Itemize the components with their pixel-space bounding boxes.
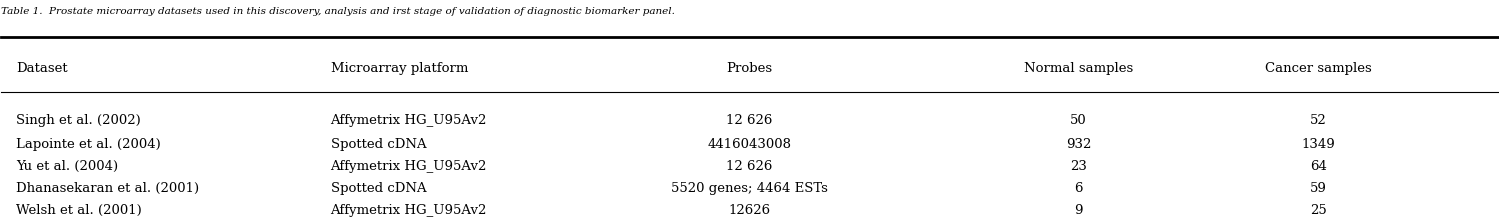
Text: 52: 52 [1310, 114, 1327, 127]
Text: Affymetrix HG_U95Av2: Affymetrix HG_U95Av2 [331, 204, 487, 217]
Text: 932: 932 [1066, 138, 1091, 151]
Text: 4416043008: 4416043008 [708, 138, 791, 151]
Text: Spotted cDNA: Spotted cDNA [331, 182, 426, 195]
Text: Lapointe et al. (2004): Lapointe et al. (2004) [16, 138, 160, 151]
Text: Affymetrix HG_U95Av2: Affymetrix HG_U95Av2 [331, 114, 487, 127]
Text: 9: 9 [1075, 204, 1082, 217]
Text: Welsh et al. (2001): Welsh et al. (2001) [16, 204, 142, 217]
Text: 1349: 1349 [1301, 138, 1336, 151]
Text: 12 626: 12 626 [727, 160, 772, 173]
Text: Probes: Probes [727, 61, 772, 75]
Text: 12626: 12626 [729, 204, 770, 217]
Text: Normal samples: Normal samples [1024, 61, 1133, 75]
Text: 64: 64 [1310, 160, 1327, 173]
Text: Table 1.  Prostate microarray datasets used in this discovery, analysis and irst: Table 1. Prostate microarray datasets us… [1, 7, 675, 16]
Text: Affymetrix HG_U95Av2: Affymetrix HG_U95Av2 [331, 160, 487, 173]
Text: Singh et al. (2002): Singh et al. (2002) [16, 114, 141, 127]
Text: Cancer samples: Cancer samples [1265, 61, 1372, 75]
Text: 59: 59 [1310, 182, 1327, 195]
Text: 25: 25 [1310, 204, 1327, 217]
Text: Dhanasekaran et al. (2001): Dhanasekaran et al. (2001) [16, 182, 199, 195]
Text: 12 626: 12 626 [727, 114, 772, 127]
Text: 6: 6 [1075, 182, 1082, 195]
Text: 23: 23 [1070, 160, 1087, 173]
Text: Dataset: Dataset [16, 61, 67, 75]
Text: 50: 50 [1070, 114, 1087, 127]
Text: Spotted cDNA: Spotted cDNA [331, 138, 426, 151]
Text: Yu et al. (2004): Yu et al. (2004) [16, 160, 118, 173]
Text: Microarray platform: Microarray platform [331, 61, 468, 75]
Text: 5520 genes; 4464 ESTs: 5520 genes; 4464 ESTs [672, 182, 827, 195]
